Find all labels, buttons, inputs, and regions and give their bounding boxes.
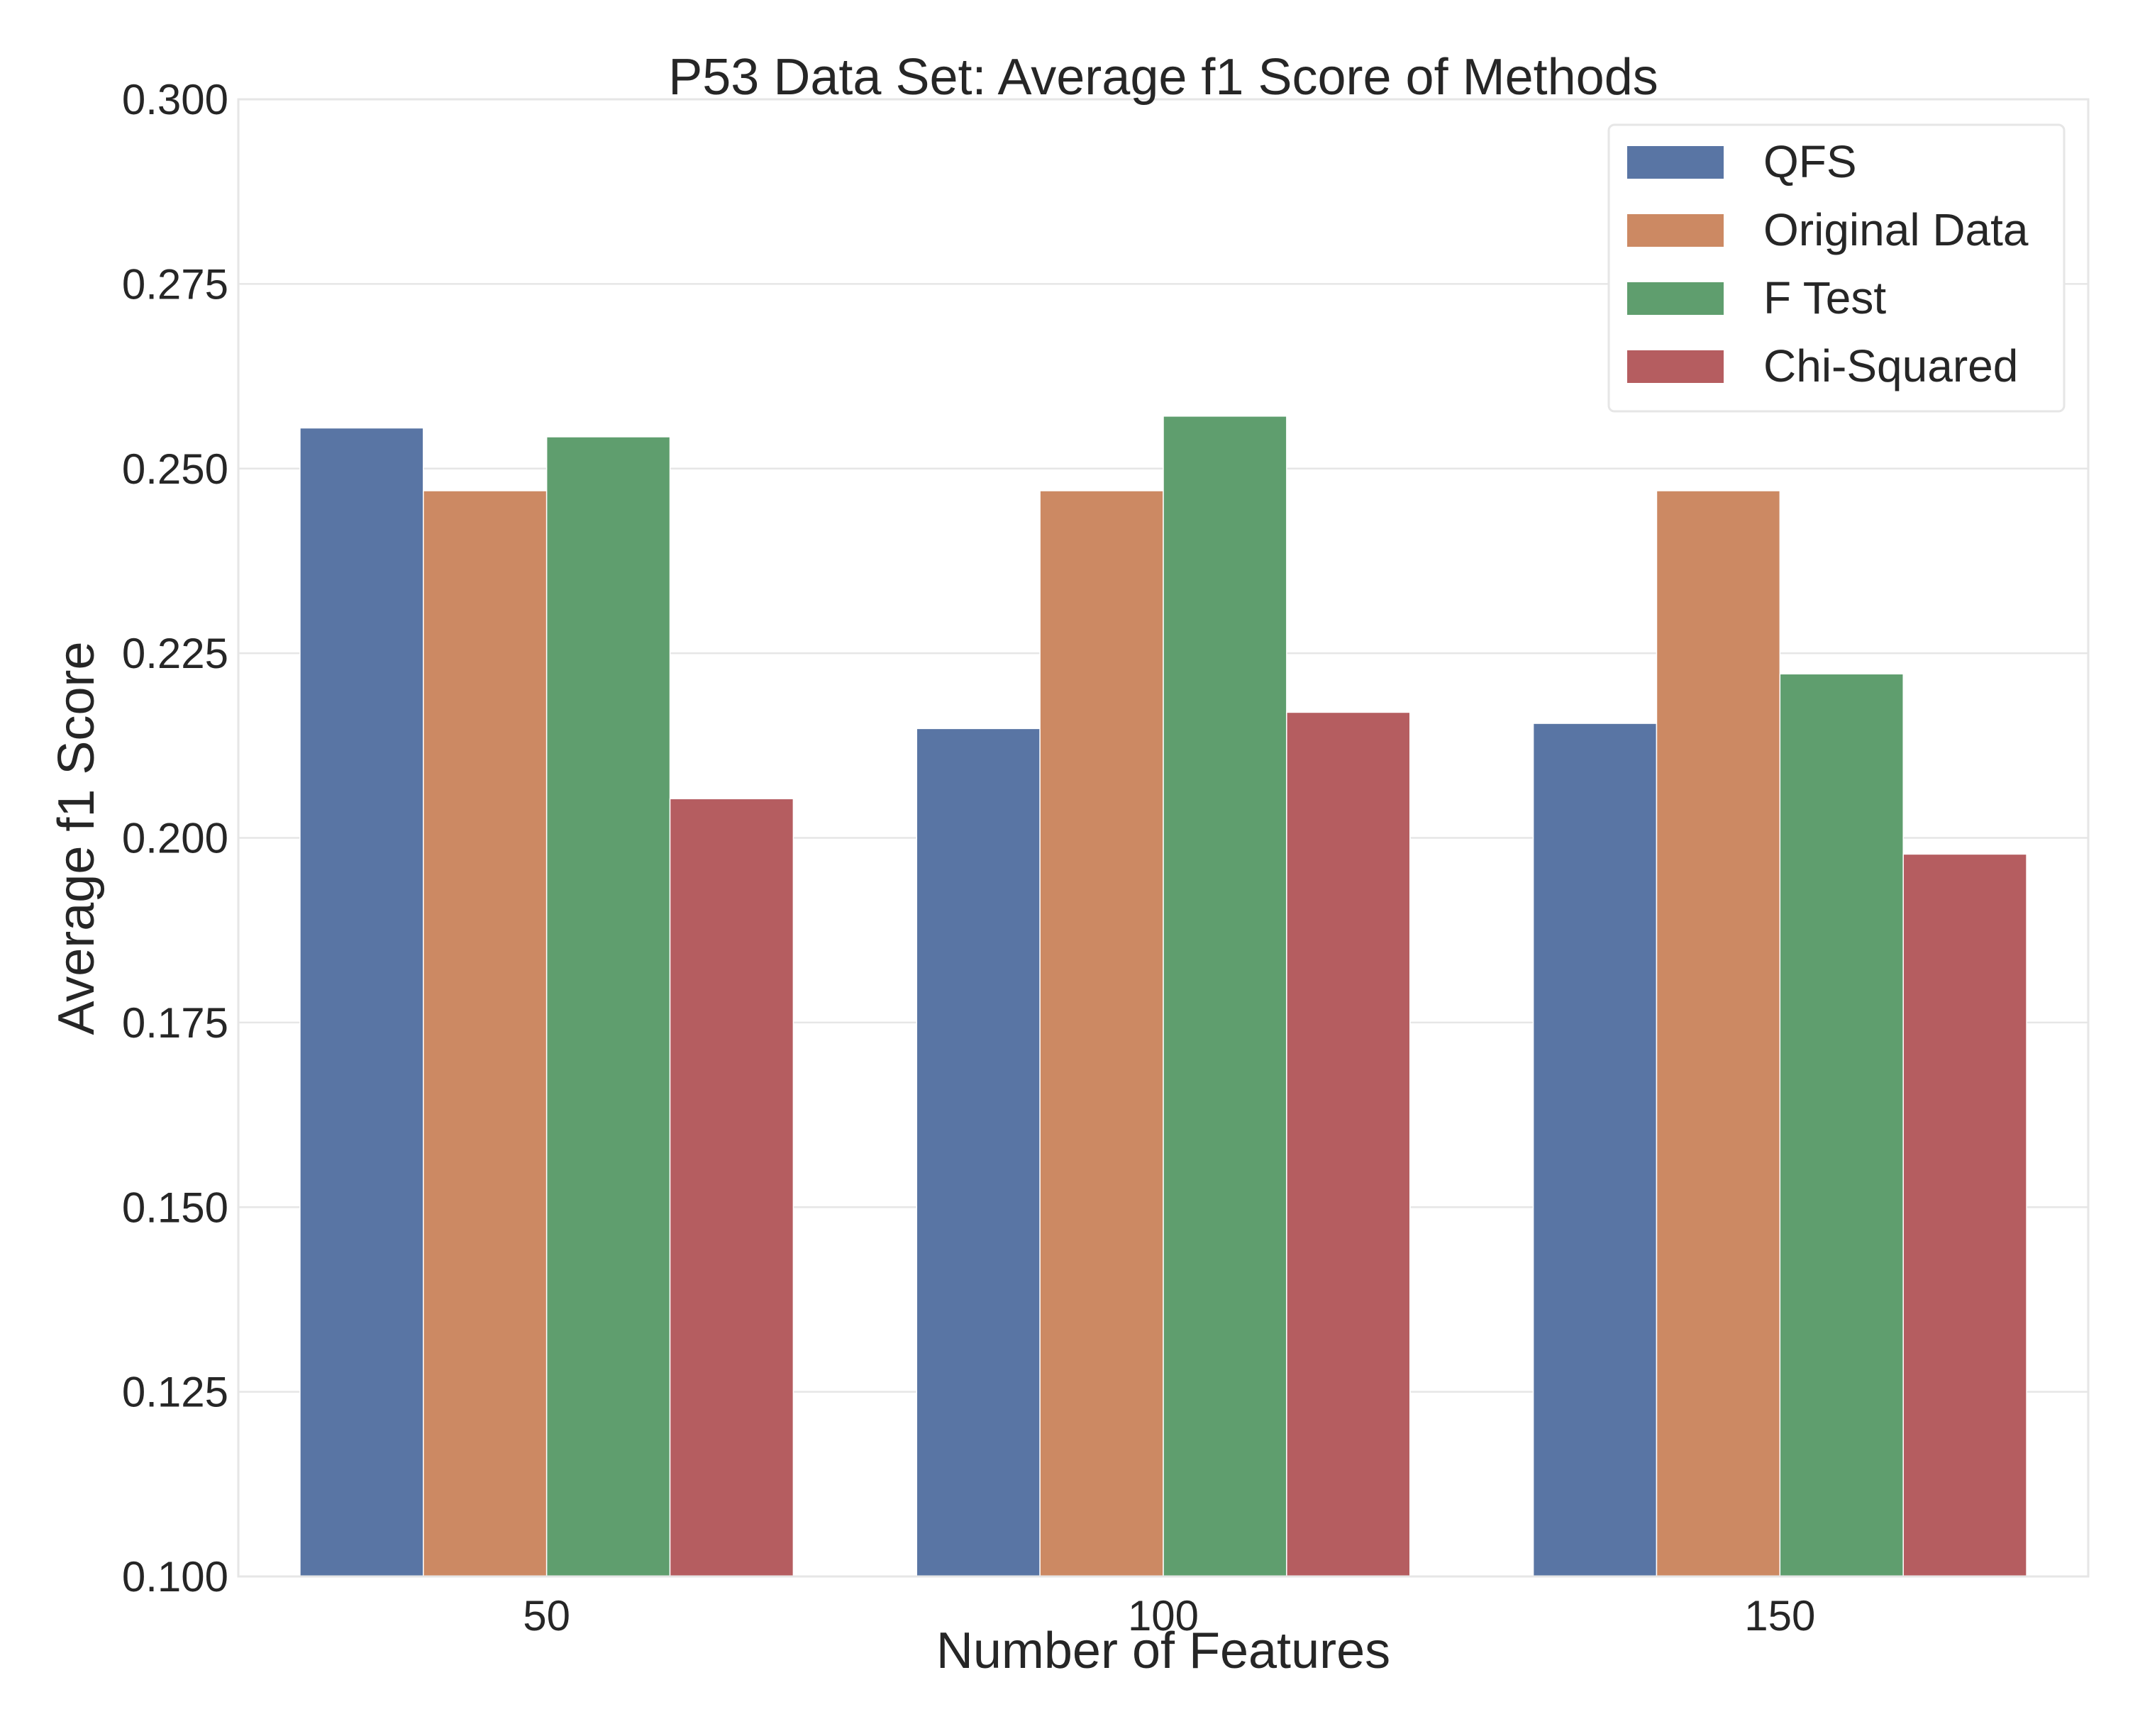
legend-label: Chi-Squared	[1763, 340, 2018, 391]
legend-box	[1607, 123, 2066, 413]
bar-original-data-150	[1656, 490, 1781, 1577]
x-axis-title: Number of Features	[936, 1623, 1390, 1679]
bar-qfs-150	[1532, 723, 1658, 1577]
y-tick-labels: 0.100 0.125 0.150 0.175 0.200 0.225 0.250 0.275…	[122, 76, 228, 1601]
y-tick-label: 0.100	[122, 1553, 228, 1601]
bar-chi-squared-150	[1902, 853, 2027, 1577]
x-tick-label: 150	[1744, 1592, 1815, 1640]
bar-f-test-50	[545, 436, 671, 1577]
y-tick-label: 0.275	[122, 260, 228, 308]
y-tick-label: 0.150	[122, 1184, 228, 1231]
y-tick-label: 0.125	[122, 1369, 228, 1416]
chart-title: P53 Data Set: Average f1 Score of Method…	[668, 49, 1658, 106]
legend-label: QFS	[1763, 136, 1857, 187]
x-tick-label: 100	[1128, 1592, 1199, 1640]
legend: QFS Original Data F Test Chi-Squared	[1607, 123, 2066, 413]
x-tick-labels: 50 100 150	[523, 1592, 1815, 1640]
bar-f-test-100	[1163, 416, 1287, 1577]
x-tick-label: 50	[523, 1592, 570, 1640]
bar-original-data-50	[423, 490, 548, 1577]
plot-frame	[237, 98, 2090, 1578]
legend-swatch	[1627, 350, 1724, 383]
legend-swatch	[1627, 282, 1724, 315]
bar-chi-squared-100	[1286, 711, 1411, 1577]
y-tick-label: 0.200	[122, 815, 228, 862]
legend-label: Original Data	[1763, 204, 2029, 255]
y-tick-label: 0.300	[122, 76, 228, 123]
bar-f-test-150	[1779, 673, 1904, 1577]
bar-qfs-100	[916, 728, 1041, 1577]
y-tick-label: 0.175	[122, 999, 228, 1047]
legend-swatch	[1627, 146, 1724, 179]
bar-chi-squared-50	[669, 798, 794, 1577]
y-tick-label: 0.250	[122, 445, 228, 493]
bar-qfs-50	[299, 427, 424, 1577]
legend-label: F Test	[1763, 272, 1886, 323]
y-axis-title: Average f1 Score	[48, 641, 105, 1035]
y-tick-label: 0.225	[122, 630, 228, 677]
bar-original-data-100	[1039, 490, 1164, 1577]
bars	[299, 416, 2027, 1577]
legend-swatch	[1627, 214, 1724, 247]
